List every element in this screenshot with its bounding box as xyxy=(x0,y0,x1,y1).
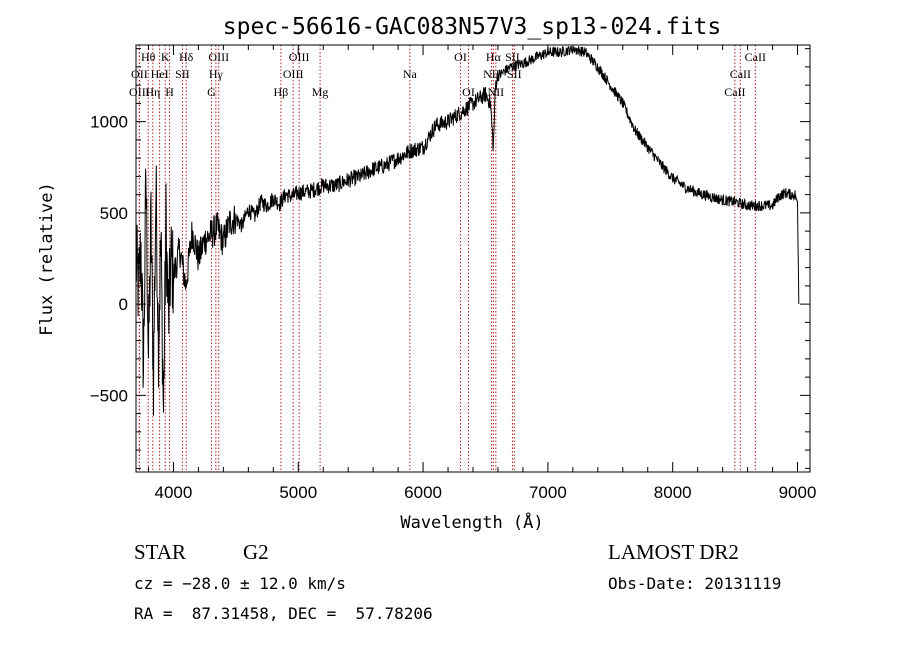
spectral-line-label: Hα xyxy=(486,50,502,64)
y-axis-label: Flux (relative) xyxy=(37,182,57,336)
spectral-line-label: CaII xyxy=(730,67,751,81)
x-axis-label: Wavelength (Å) xyxy=(400,511,543,533)
object-subclass: G2 xyxy=(243,540,269,564)
spectral-line-label: Na xyxy=(403,67,418,81)
survey-name: LAMOST DR2 xyxy=(608,540,739,564)
spectral-line-markers xyxy=(138,45,756,472)
y-tick-label: 500 xyxy=(100,204,128,223)
x-tick-label: 9000 xyxy=(779,483,817,502)
observation-date: Obs-Date: 20131119 xyxy=(608,574,782,593)
y-tick-label: 0 xyxy=(119,295,128,314)
x-tick-label: 4000 xyxy=(155,483,193,502)
spectral-line-label: SII xyxy=(175,67,190,81)
x-tick-label: 8000 xyxy=(654,483,692,502)
spectral-line-label: SII xyxy=(505,50,520,64)
spectral-line-label: OIII xyxy=(283,67,304,81)
sky-coordinates: RA = 87.31458, DEC = 57.78206 xyxy=(134,604,433,623)
spectral-line-label: Hθ xyxy=(141,50,156,64)
x-tick-label: 6000 xyxy=(404,483,442,502)
spectral-line-label: G xyxy=(207,85,216,99)
spectral-line-label: OII xyxy=(131,67,148,81)
x-tick-label: 7000 xyxy=(529,483,567,502)
spectral-line-label: CaII xyxy=(745,50,766,64)
y-axis-ticks: −500 0 500 1000 xyxy=(90,48,810,469)
spectral-line-label: OIII xyxy=(289,50,310,64)
object-class: STAR xyxy=(134,540,186,564)
spectral-line-label: Mg xyxy=(312,85,329,99)
x-axis-ticks: 4000 5000 6000 7000 8000 9000 xyxy=(147,45,817,502)
redshift-velocity: cz = −28.0 ± 12.0 km/s xyxy=(134,574,346,593)
spectral-line-label: NII xyxy=(483,67,500,81)
spectral-line-label: SII xyxy=(507,67,522,81)
spectral-line-label: Hβ xyxy=(274,85,289,99)
spectral-line-label: OI xyxy=(454,50,467,64)
spectral-line-label: Hδ xyxy=(179,50,194,64)
spectral-line-label: H xyxy=(165,85,174,99)
spectral-line-label: OIII xyxy=(129,85,150,99)
spectral-line-label: CaII xyxy=(724,85,745,99)
spectral-line-label: Hγ xyxy=(209,67,224,81)
chart-title: spec-56616-GAC083N57V3_sp13-024.fits xyxy=(223,14,722,40)
spectral-line-label: Hη xyxy=(145,85,160,99)
spectral-line-label: NII xyxy=(488,85,505,99)
y-tick-label: −500 xyxy=(90,386,128,405)
y-tick-label: 1000 xyxy=(90,113,128,132)
spectral-line-label: HeI xyxy=(151,67,169,81)
spectral-line-label: OI xyxy=(462,85,475,99)
x-tick-label: 5000 xyxy=(279,483,317,502)
spectral-line-label: OIII xyxy=(208,50,229,64)
spectral-line-label: K xyxy=(161,50,170,64)
spectrum-line xyxy=(135,45,800,416)
